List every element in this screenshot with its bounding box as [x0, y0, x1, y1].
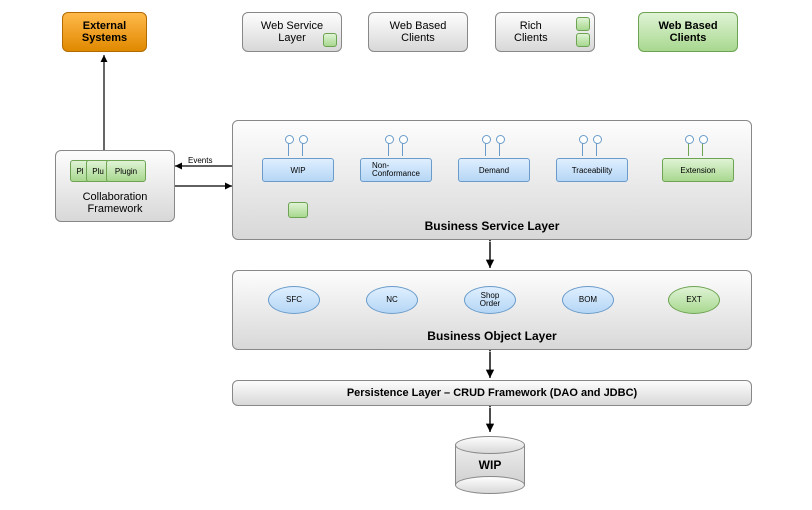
lollipop-icon: [688, 142, 689, 156]
lollipop-icon: [702, 142, 703, 156]
lollipop-icon: [388, 142, 389, 156]
wip-extension-box: [288, 202, 308, 218]
object-ext: EXT: [668, 286, 720, 314]
rich-clients-box: Rich Clients: [495, 12, 595, 52]
lollipop-icon: [302, 142, 303, 156]
green-square-icon: [323, 33, 337, 47]
service-wip: WIP: [262, 158, 334, 182]
web-service-layer-label: Web Service Layer: [261, 20, 323, 44]
web-based-clients-1-box: Web Based Clients: [368, 12, 468, 52]
web-based-clients-2-box: Web Based Clients: [638, 12, 738, 52]
database-label: WIP: [479, 458, 502, 472]
cylinder-bottom: [455, 476, 525, 494]
connectors: [0, 0, 812, 510]
events-label: Events: [188, 156, 212, 165]
service-demand: Demand: [458, 158, 530, 182]
green-square-icon: [576, 17, 590, 31]
service-traceability: Traceability: [556, 158, 628, 182]
lollipop-icon: [288, 142, 289, 156]
object-nc: NC: [366, 286, 418, 314]
cylinder-top: [455, 436, 525, 454]
object-bom: BOM: [562, 286, 614, 314]
object-shop-order: Shop Order: [464, 286, 516, 314]
lollipop-icon: [596, 142, 597, 156]
lollipop-icon: [485, 142, 486, 156]
service-non-conformance: Non- Conformance: [360, 158, 432, 182]
business-service-layer-label: Business Service Layer: [233, 219, 751, 233]
external-systems-box: External Systems: [62, 12, 147, 52]
web-service-layer-box: Web Service Layer: [242, 12, 342, 52]
lollipop-icon: [582, 142, 583, 156]
rich-clients-label: Rich Clients: [514, 20, 548, 44]
object-sfc: SFC: [268, 286, 320, 314]
lollipop-icon: [499, 142, 500, 156]
persistence-layer-box: Persistence Layer – CRUD Framework (DAO …: [232, 380, 752, 406]
collaboration-framework-label: Collaboration Framework: [83, 191, 148, 215]
green-square-icon: [576, 33, 590, 47]
plugin-box-2: Plugin: [106, 160, 146, 182]
business-object-layer-label: Business Object Layer: [233, 329, 751, 343]
service-extension: Extension: [662, 158, 734, 182]
lollipop-icon: [402, 142, 403, 156]
